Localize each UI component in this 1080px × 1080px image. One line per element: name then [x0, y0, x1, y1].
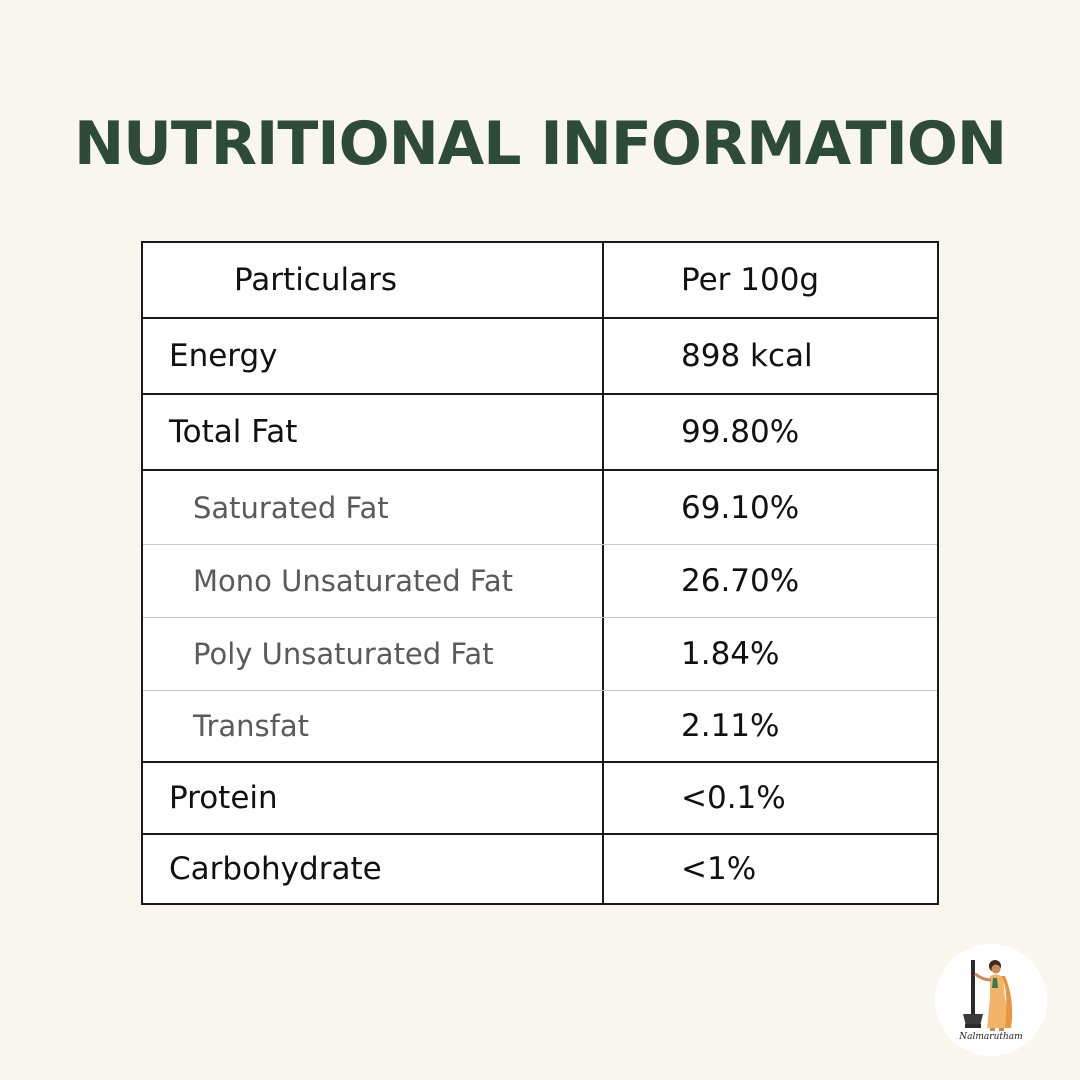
- row-divider: [143, 544, 937, 545]
- row-label: Poly Unsaturated Fat: [193, 637, 494, 671]
- column-divider: [602, 243, 604, 903]
- header-particulars: Particulars: [234, 262, 398, 298]
- row-value: 26.70%: [681, 563, 800, 599]
- row-value: 99.80%: [681, 414, 800, 450]
- row-divider: [143, 617, 937, 618]
- table-row-energy: Energy 898 kcal: [143, 319, 937, 393]
- table-row-transfat: Transfat 2.11%: [143, 691, 937, 761]
- brand-logo: Nalmarutham: [935, 944, 1047, 1056]
- row-value: 1.84%: [681, 636, 780, 672]
- header-per-100g: Per 100g: [681, 262, 820, 298]
- page-title: NUTRITIONAL INFORMATION: [73, 109, 1007, 179]
- table-row-mono-unsaturated-fat: Mono Unsaturated Fat 26.70%: [143, 545, 937, 617]
- row-divider: [143, 393, 937, 395]
- nutrition-table: Particulars Per 100g Energy 898 kcal Tot…: [141, 241, 939, 905]
- row-label: Saturated Fat: [193, 490, 389, 525]
- row-value: 69.10%: [681, 489, 800, 526]
- row-value: <0.1%: [681, 780, 786, 816]
- row-value: 2.11%: [681, 708, 780, 744]
- table-row-poly-unsaturated-fat: Poly Unsaturated Fat 1.84%: [143, 618, 937, 690]
- table-header-row: Particulars Per 100g: [143, 243, 937, 317]
- row-label: Transfat: [193, 709, 309, 743]
- row-value: 898 kcal: [681, 338, 813, 374]
- brand-name: Nalmarutham: [959, 1032, 1023, 1042]
- table-row-total-fat: Total Fat 99.80%: [143, 395, 937, 469]
- row-label: Mono Unsaturated Fat: [193, 564, 514, 598]
- row-label: Protein: [169, 780, 278, 816]
- row-divider: [143, 690, 937, 691]
- woman-with-mortar-pestle-icon: [963, 960, 1013, 1031]
- table-row-protein: Protein <0.1%: [143, 763, 937, 833]
- row-label: Total Fat: [169, 414, 298, 450]
- row-label: Energy: [169, 338, 278, 374]
- row-label: Carbohydrate: [169, 851, 382, 887]
- row-divider: [143, 317, 937, 319]
- row-divider: [143, 761, 937, 763]
- row-divider: [143, 469, 937, 471]
- table-row-carbohydrate: Carbohydrate <1%: [143, 835, 937, 903]
- row-value: <1%: [681, 851, 757, 887]
- row-divider: [143, 833, 937, 835]
- table-row-saturated-fat: Saturated Fat 69.10%: [143, 471, 937, 544]
